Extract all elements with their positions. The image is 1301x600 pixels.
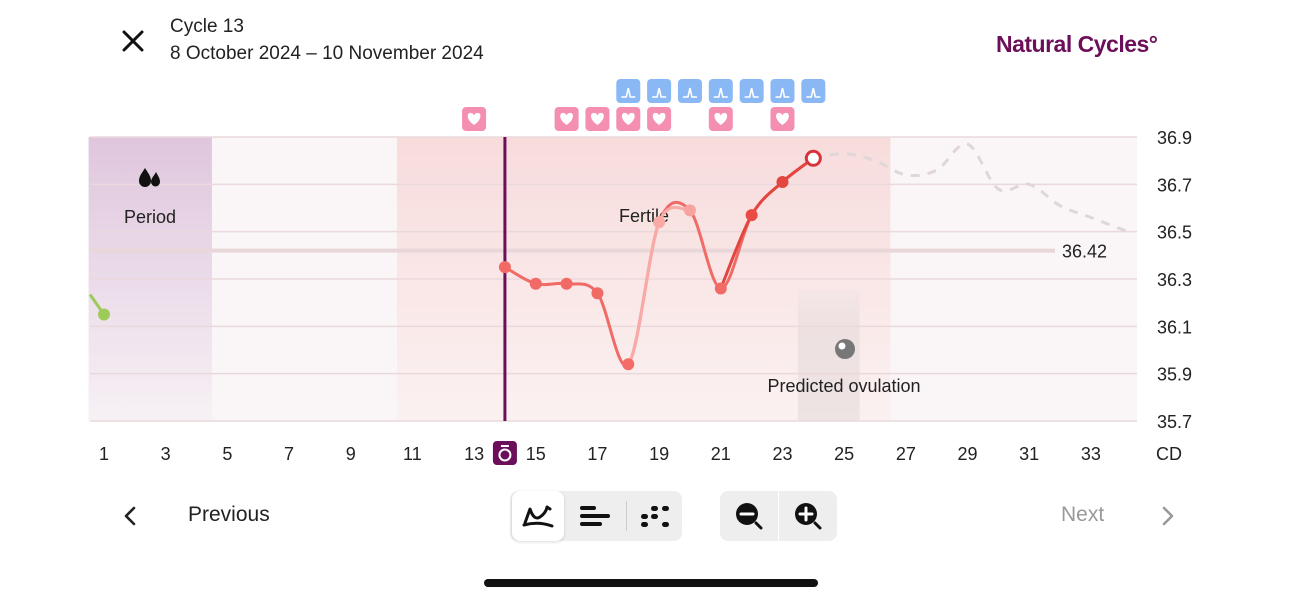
y-tick-label: 36.3 <box>1157 270 1192 290</box>
x-tick-label: 1 <box>99 444 109 464</box>
drops-icon <box>139 168 160 187</box>
zoom-controls <box>720 491 837 541</box>
view-mode-selector <box>510 491 682 541</box>
x-tick-label: 29 <box>958 444 978 464</box>
intercourse-marker <box>647 107 672 131</box>
graph-view-button[interactable] <box>512 491 564 541</box>
dots-view-button[interactable] <box>628 491 682 541</box>
x-tick-label: 19 <box>649 444 669 464</box>
temperature-point <box>745 209 758 222</box>
temperature-chart: 36.936.736.536.336.135.935.71 3 5 7 9 11 13 15 1… <box>88 79 1192 465</box>
temperature-point <box>529 277 542 290</box>
chevron-left-icon[interactable] <box>118 502 142 530</box>
scatter-dots-icon <box>641 506 669 527</box>
temperature-point <box>622 358 635 371</box>
temperature-point <box>683 204 696 217</box>
intercourse-marker <box>770 107 795 131</box>
x-axis-label: CD <box>1156 444 1182 464</box>
close-icon[interactable] <box>118 26 148 56</box>
temperature-point <box>591 287 604 300</box>
home-indicator[interactable] <box>484 579 818 587</box>
temperature-point <box>498 261 511 274</box>
chevron-right-icon[interactable] <box>1156 502 1180 530</box>
today-icon <box>498 445 512 462</box>
x-tick-label: 27 <box>896 444 916 464</box>
predicted-ovulation-label: Predicted ovulation <box>767 376 920 396</box>
x-tick-label: 25 <box>834 444 854 464</box>
lh-test-marker <box>801 79 826 103</box>
divider <box>778 491 779 541</box>
temperature-point <box>653 216 666 229</box>
divider <box>626 501 627 531</box>
line-graph-icon <box>522 505 554 528</box>
previous-cycle-point <box>98 308 110 321</box>
x-tick-label: 9 <box>346 444 356 464</box>
temperature-line-high <box>719 157 815 290</box>
x-tick-label: 15 <box>526 444 546 464</box>
predicted-temperature-line <box>813 142 1129 234</box>
coverline-label: 36.42 <box>1062 242 1107 262</box>
intercourse-marker <box>708 107 733 131</box>
intercourse-marker <box>554 107 579 131</box>
previous-button[interactable]: Previous <box>188 503 270 526</box>
x-tick-label: 3 <box>161 444 171 464</box>
x-tick-label: 5 <box>222 444 232 464</box>
bar-view-button[interactable] <box>568 491 624 541</box>
x-tick-label: 31 <box>1019 444 1039 464</box>
intercourse-marker <box>585 107 610 131</box>
zoom-in-button[interactable] <box>779 491 837 541</box>
cycle-dates: 8 October 2024 – 10 November 2024 <box>170 43 484 64</box>
y-tick-label: 36.7 <box>1157 175 1192 195</box>
lh-test-marker <box>739 79 764 103</box>
bars-icon <box>580 506 610 526</box>
zoom-out-icon <box>736 503 763 530</box>
ovulation-icon <box>835 339 855 359</box>
y-tick-label: 36.1 <box>1157 317 1192 337</box>
y-tick-label: 36.5 <box>1157 223 1192 243</box>
x-tick-label: 33 <box>1081 444 1101 464</box>
lh-test-marker <box>708 79 733 103</box>
temperature-point <box>714 282 727 295</box>
y-tick-label: 35.7 <box>1157 412 1192 432</box>
today-day-badge <box>492 441 517 465</box>
natural-cycles-logo: Natural Cycles° <box>996 31 1158 57</box>
y-tick-label: 35.9 <box>1157 365 1192 385</box>
x-tick-label: 23 <box>772 444 792 464</box>
y-tick-label: 36.9 <box>1157 128 1192 148</box>
temperature-point <box>560 277 573 290</box>
intercourse-marker <box>462 107 487 131</box>
zoom-in-icon <box>795 503 822 530</box>
next-button[interactable]: Next <box>1061 503 1105 526</box>
x-tick-label: 7 <box>284 444 294 464</box>
period-label: Period <box>124 207 176 227</box>
temperature-point-today <box>804 149 822 167</box>
x-tick-label: 21 <box>711 444 731 464</box>
zoom-out-button[interactable] <box>720 491 778 541</box>
temperature-point <box>776 175 789 188</box>
lh-test-marker <box>647 79 672 103</box>
temperature-line-unconfirmed <box>626 205 691 366</box>
ovulation-icon-highlight <box>838 342 846 350</box>
lh-test-marker <box>677 79 702 103</box>
intercourse-marker <box>616 107 641 131</box>
cycle-title: Cycle 13 <box>170 16 244 37</box>
lh-test-marker <box>616 79 641 103</box>
x-tick-label: 17 <box>587 444 607 464</box>
x-tick-label: 13 <box>464 444 484 464</box>
x-tick-label: 11 <box>403 444 422 464</box>
lh-test-marker <box>770 79 795 103</box>
